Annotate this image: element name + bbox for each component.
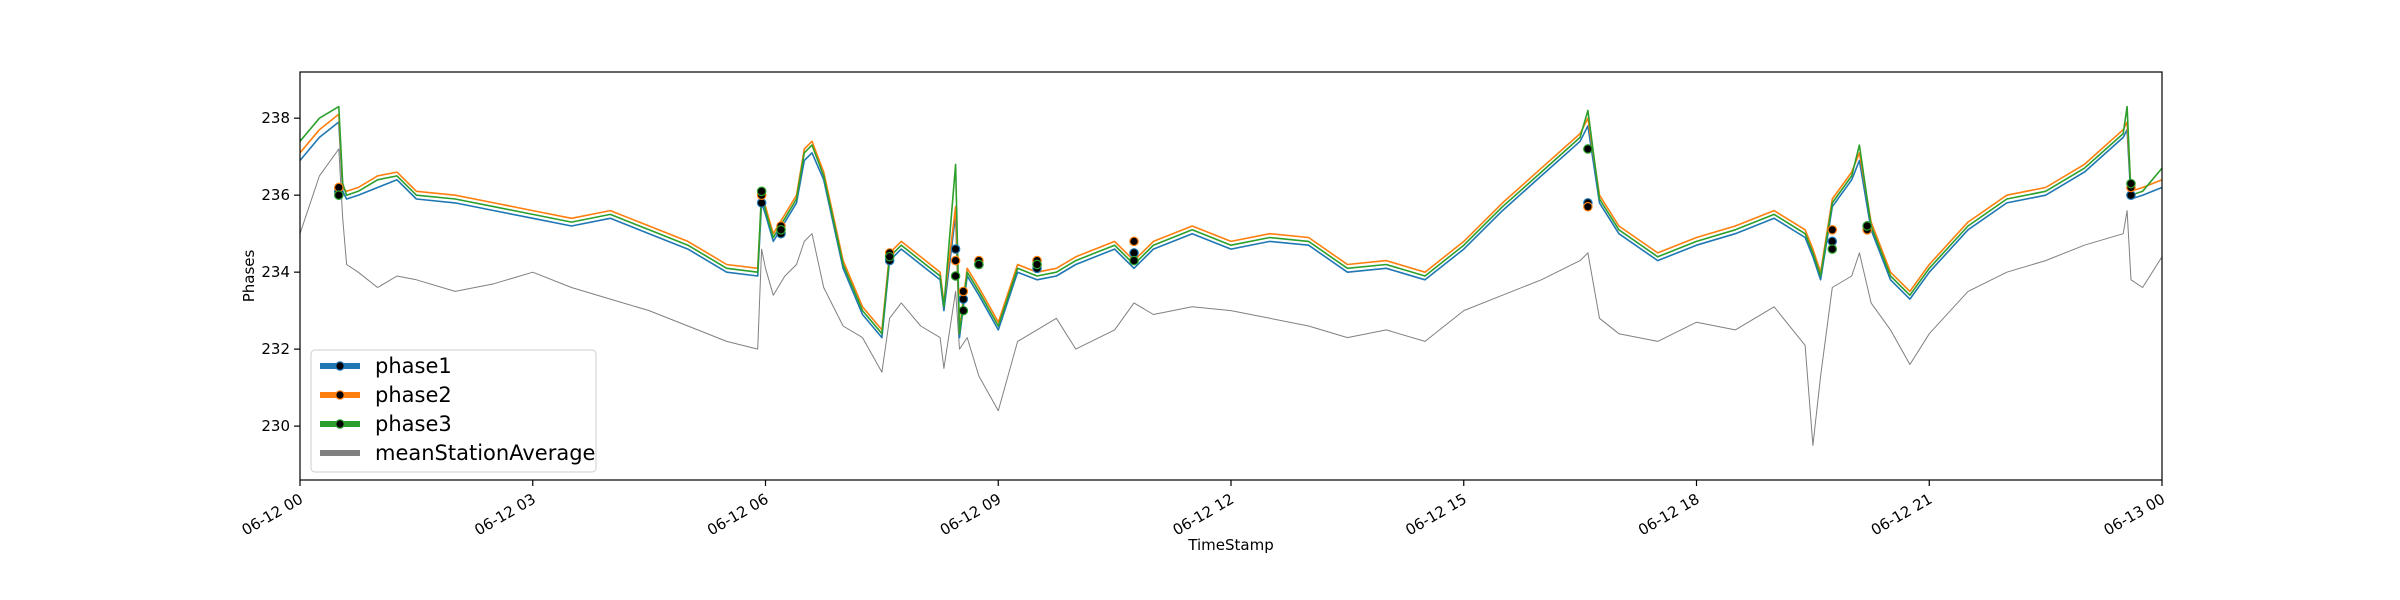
marker-point-phase3 [1032,259,1042,270]
series-layer [300,105,2162,446]
marker-point-phase3 [1862,221,1872,231]
marker-point-phase3 [776,225,786,235]
y-tick-label: 230 [261,417,290,435]
y-tick-label: 238 [261,109,290,127]
y-tick-label: 236 [261,186,290,204]
series-line-phase1 [300,121,2162,339]
marker-point-phase2 [950,255,961,266]
marker-point-phase3 [974,259,984,270]
marker-point-phase3 [1827,244,1838,254]
legend-marker [335,390,345,400]
marker-point-phase3 [2126,178,2136,189]
legend-label-phase2: phase2 [375,383,452,407]
marker-layer [333,144,2136,316]
marker-point-phase3 [884,251,895,262]
legend-label-phase3: phase3 [375,412,452,436]
y-tick-label: 234 [261,263,290,281]
marker-point-phase1 [950,244,961,254]
series-line-meanStationAverage [300,148,2162,446]
legend-box [310,349,597,473]
legend-marker [335,419,345,429]
marker-point-phase3 [1583,144,1593,154]
marker-point-phase3 [756,186,767,197]
legend-label-meanStationAverage: meanStationAverage [375,441,595,465]
marker-point-phase3 [1129,255,1139,266]
marker-point-phase2 [1583,201,1593,212]
legend-marker [335,361,345,371]
legend-label-phase1: phase1 [375,354,452,378]
marker-point-phase3 [950,271,961,281]
marker-point-phase2 [1129,236,1139,247]
y-axis-label: Phases [240,250,258,303]
marker-point-phase2 [958,286,969,297]
y-tick-label: 232 [261,340,290,358]
marker-point-phase2 [1827,225,1838,235]
x-axis-label: TimeStamp [1187,536,1273,554]
series-line-phase3 [300,105,2162,335]
legend: phase1 phase2 phase3 meanStationAverage [310,349,597,473]
y-axis: 230 232 234 236 238 [261,109,300,435]
marker-point-phase3 [958,305,969,316]
marker-point-phase3 [333,190,344,200]
